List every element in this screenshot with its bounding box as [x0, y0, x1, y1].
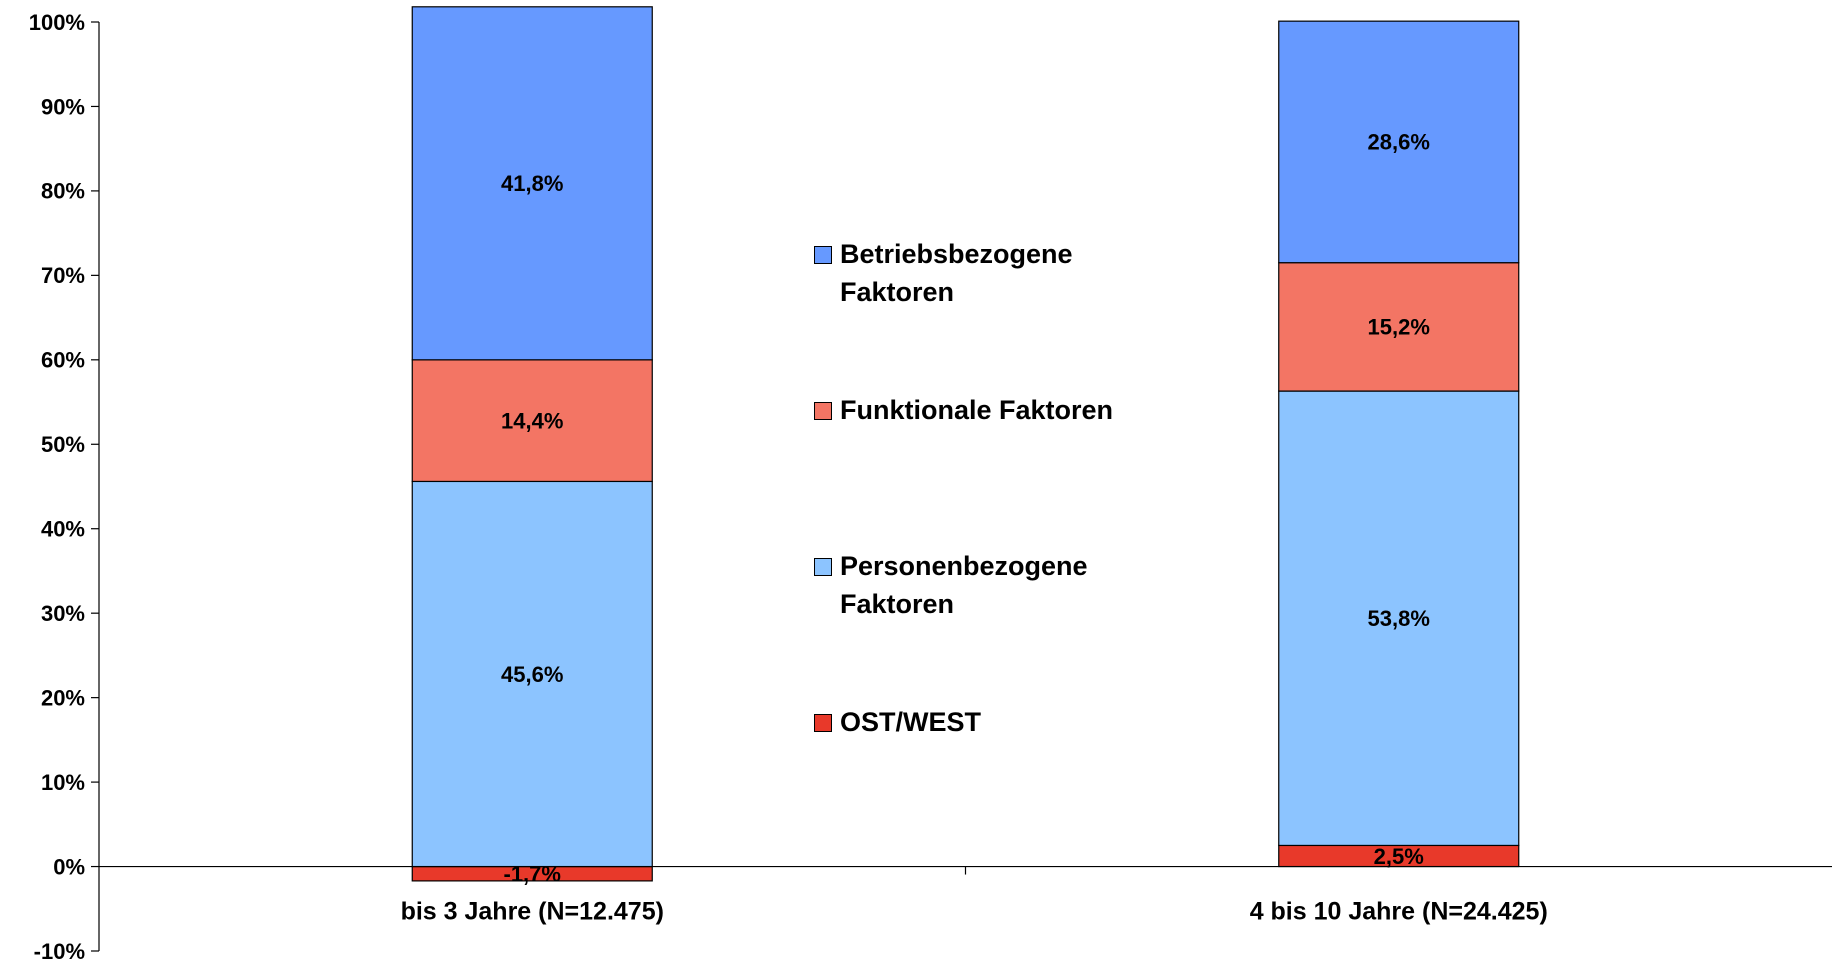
bar-segment [1278, 262, 1520, 392]
value-label: 45,6% [501, 662, 563, 687]
y-tick-label: 100% [29, 10, 85, 35]
legend-label: Personenbezogene Faktoren [840, 551, 1088, 619]
value-label: 28,6% [1368, 130, 1430, 155]
value-label: 15,2% [1368, 315, 1430, 340]
x-tick-label: bis 3 Jahre (N=12.475) [401, 898, 664, 926]
legend-label: Funktionale Faktoren [840, 395, 1114, 425]
legend-item: Betriebsbezogene Faktoren [814, 235, 1150, 311]
x-tick-label: 4 bis 10 Jahre (N=24.425) [1250, 898, 1548, 926]
bar-segment [411, 480, 653, 868]
value-label: 41,8% [501, 171, 563, 196]
legend-label: Betriebsbezogene Faktoren [840, 239, 1073, 307]
legend-item: OST/WEST [814, 703, 1150, 741]
legend-swatch [814, 246, 832, 264]
y-tick-label: -10% [34, 939, 85, 964]
y-tick-label: 70% [41, 263, 85, 288]
legend-item: Funktionale Faktoren [814, 391, 1150, 429]
legend-swatch [814, 714, 832, 732]
y-tick-label: 30% [41, 601, 85, 626]
value-label: 53,8% [1368, 606, 1430, 631]
y-tick-label: 60% [41, 348, 85, 373]
bar-segment [411, 6, 653, 361]
y-tick-label: 20% [41, 685, 85, 710]
y-tick-label: 90% [41, 94, 85, 119]
value-label: 2,5% [1374, 844, 1424, 869]
value-label: -1,7% [504, 862, 561, 887]
y-tick-label: 50% [41, 432, 85, 457]
y-tick-label: 80% [41, 179, 85, 204]
legend-swatch [814, 402, 832, 420]
bar-segment [1278, 20, 1520, 264]
y-tick-label: 40% [41, 517, 85, 542]
value-label: 14,4% [501, 408, 563, 433]
legend-label: OST/WEST [840, 707, 981, 737]
legend-swatch [814, 558, 832, 576]
y-tick-label: 0% [53, 854, 85, 879]
y-tick-label: 10% [41, 770, 85, 795]
legend-item: Personenbezogene Faktoren [814, 547, 1150, 623]
